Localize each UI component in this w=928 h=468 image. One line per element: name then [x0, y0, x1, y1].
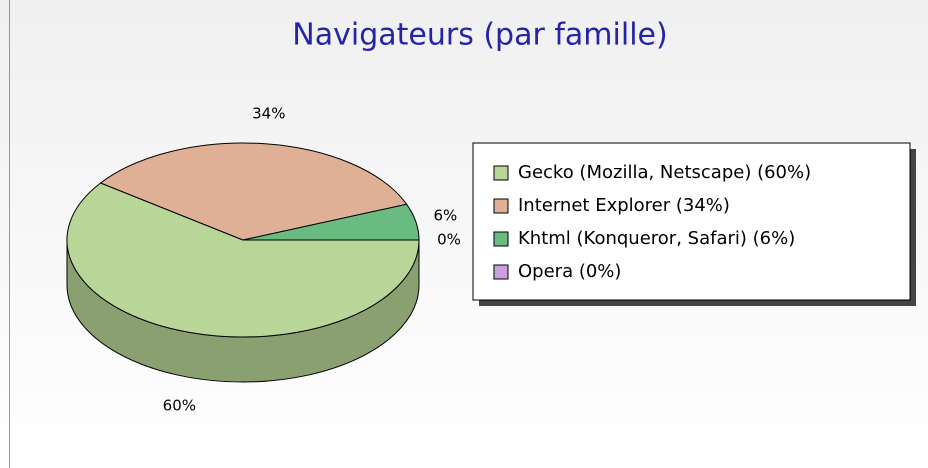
data-label: 0%: [437, 231, 461, 249]
legend-label: Gecko (Mozilla, Netscape) (60%): [518, 162, 811, 183]
pie: 60% 34% 6% 0%: [66, 105, 461, 414]
pie-slice: [66, 182, 420, 338]
legend-swatch: [493, 198, 509, 214]
legend-box: [472, 142, 911, 301]
data-label: 34%: [252, 105, 285, 123]
legend: Gecko (Mozilla, Netscape) (60%) Internet …: [493, 162, 811, 282]
legend-label: Khtml (Konqueror, Safari) (6%): [518, 228, 795, 249]
legend-swatch: [493, 165, 509, 181]
pie-slice: [99, 142, 408, 241]
legend-swatch: [493, 231, 509, 247]
data-label: 60%: [163, 396, 196, 414]
data-label: 6%: [433, 207, 457, 225]
legend-swatch: [493, 264, 509, 280]
legend-label: Internet Explorer (34%): [518, 195, 730, 216]
chart-title: Navigateurs (par famille): [292, 18, 667, 53]
legend-label: Opera (0%): [518, 261, 621, 282]
